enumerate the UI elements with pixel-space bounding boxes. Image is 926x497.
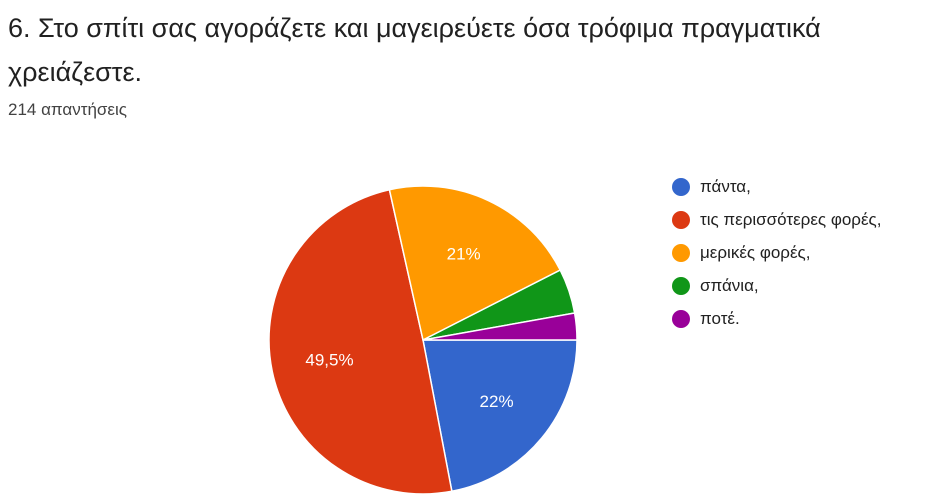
legend-color-swatch xyxy=(672,309,690,328)
legend-label: σπάνια, xyxy=(700,275,759,295)
pie-slice-5[interactable] xyxy=(422,312,578,341)
question-title: 6. Στο σπίτι σας αγοράζετε και μαγειρεύε… xyxy=(8,13,821,87)
legend-color-swatch xyxy=(672,177,690,196)
legend-label: πάντα, xyxy=(700,176,751,196)
legend-item-4[interactable]: σπάνια, xyxy=(672,269,881,302)
legend-color-swatch xyxy=(672,243,690,262)
response-count: 214 απαντήσεις xyxy=(8,100,127,119)
slice-label-2: 49,5% xyxy=(305,350,353,369)
pie-slice-1[interactable] xyxy=(422,339,578,493)
legend-item-1[interactable]: πάντα, xyxy=(672,170,881,203)
legend-label: τις περισσότερες φορές, xyxy=(700,209,882,229)
legend-color-swatch xyxy=(672,210,690,229)
legend-label: μερικές φορές, xyxy=(700,242,811,262)
legend-color-swatch xyxy=(672,276,690,295)
legend-item-2[interactable]: τις περισσότερες φορές, xyxy=(672,203,881,236)
chart-legend: πάντα, τις περισσότερες φορές, μερικές φορ… xyxy=(672,170,881,335)
slice-label-3: 21% xyxy=(447,245,481,264)
legend-item-5[interactable]: ποτέ. xyxy=(672,302,881,335)
legend-item-3[interactable]: μερικές φορές, xyxy=(672,236,881,269)
slice-label-1: 22% xyxy=(480,392,514,411)
pie-slice-3[interactable] xyxy=(388,185,562,342)
legend-label: ποτέ. xyxy=(700,308,740,328)
